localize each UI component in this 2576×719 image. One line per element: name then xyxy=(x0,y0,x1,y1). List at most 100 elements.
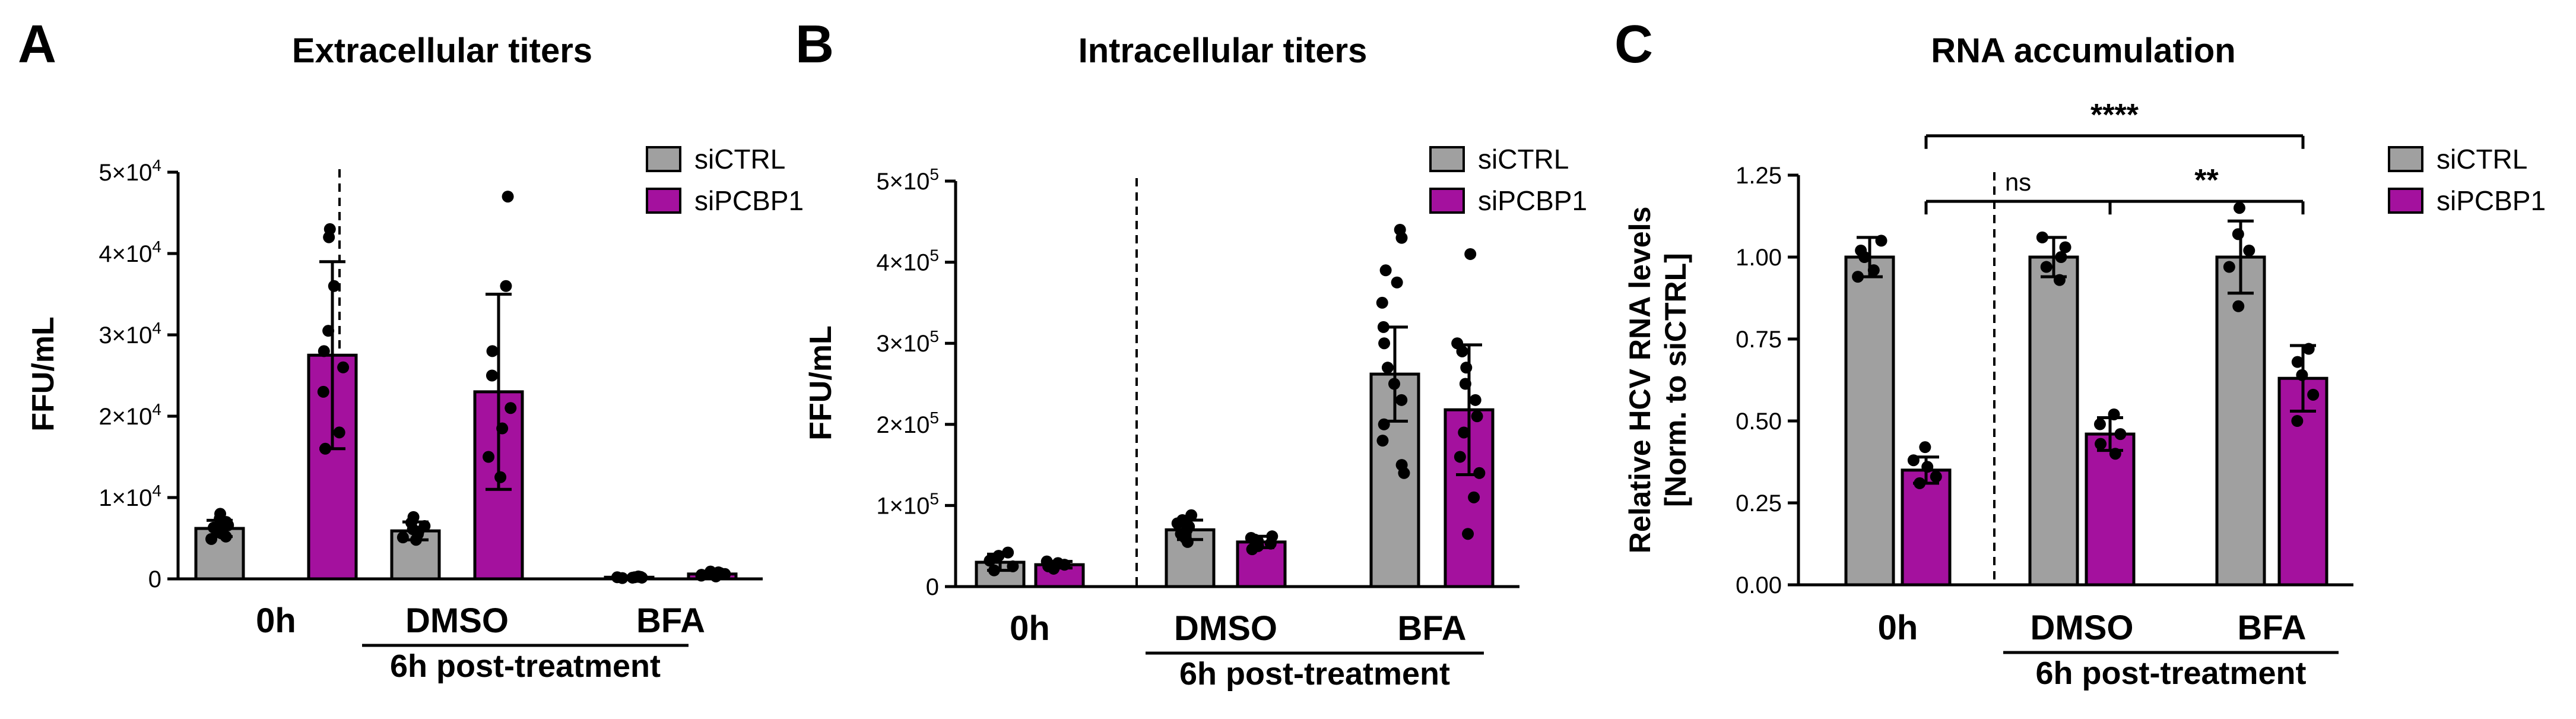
data-point xyxy=(1855,244,1867,256)
data-point xyxy=(719,568,731,580)
data-point xyxy=(2307,388,2320,401)
data-point xyxy=(705,565,717,578)
data-point xyxy=(214,508,227,520)
y-axis-label: Relative HCV RNA levels xyxy=(1623,207,1657,554)
chart-title: RNA accumulation xyxy=(1931,31,2235,70)
data-point xyxy=(1395,459,1408,471)
data-point xyxy=(1245,532,1257,544)
data-point xyxy=(2296,369,2308,381)
data-point xyxy=(2291,356,2304,368)
category-label: DMSO xyxy=(2031,609,2134,647)
panel-letter: A xyxy=(18,15,56,74)
data-point xyxy=(635,571,647,583)
y-axis-label: FFU/mL xyxy=(804,325,838,441)
significance-label: ** xyxy=(2194,163,2219,198)
data-point xyxy=(1394,223,1406,236)
category-label: BFA xyxy=(1398,609,1467,648)
panel-letter: C xyxy=(1614,15,1653,74)
category-label: DMSO xyxy=(1174,609,1277,648)
data-point xyxy=(2093,418,2106,430)
y-tick-label: 1×105 xyxy=(876,489,939,519)
data-point xyxy=(2109,448,2121,460)
data-point xyxy=(2055,251,2067,263)
y-tick-label: 0 xyxy=(926,574,939,600)
panel-a: A Extracellular titers FFU/mL 0 1×104 2×104 3×… xyxy=(18,15,804,684)
data-point xyxy=(611,571,623,584)
data-point xyxy=(1378,418,1390,430)
data-point xyxy=(1176,514,1189,526)
data-point xyxy=(2223,261,2235,273)
data-point xyxy=(502,191,514,203)
data-point xyxy=(505,402,517,414)
y-tick-label: 1.25 xyxy=(1736,163,1782,189)
data-point xyxy=(323,223,336,235)
data-point xyxy=(1907,454,1920,467)
group-label: 6h post-treatment xyxy=(2035,655,2306,691)
legend-label: siCTRL xyxy=(1478,144,1569,175)
legend-swatch-sipcbp1 xyxy=(1429,188,1465,214)
chart-title: Intracellular titers xyxy=(1078,31,1368,70)
y-tick-label: 2×105 xyxy=(876,408,939,438)
bar-sictrl xyxy=(2028,255,2079,587)
data-point xyxy=(1454,451,1466,463)
data-point xyxy=(2059,241,2071,254)
data-point xyxy=(1464,248,1477,260)
legend-label: siPCBP1 xyxy=(1478,185,1587,216)
data-point xyxy=(1921,461,1934,473)
group-label: 6h post-treatment xyxy=(390,648,661,684)
legend-label: siPCBP1 xyxy=(694,185,804,216)
data-point xyxy=(337,361,350,373)
y-tick-label: 0 xyxy=(148,566,161,593)
chart-title: Extracellular titers xyxy=(292,31,592,70)
legend-swatch-sictrl xyxy=(646,146,681,172)
y-tick-label: 0.25 xyxy=(1736,490,1782,517)
y-tick-label: 2×104 xyxy=(99,400,161,430)
data-point xyxy=(1388,378,1400,390)
y-axis-label: FFU/mL xyxy=(26,316,61,432)
data-point xyxy=(328,280,340,292)
data-point xyxy=(1471,410,1483,423)
data-point xyxy=(494,471,507,483)
y-tick-label: 0.75 xyxy=(1736,327,1782,353)
data-point xyxy=(1914,477,1926,489)
data-point xyxy=(1867,264,1880,277)
panel-b: B Intracellular titers FFU/mL 0 1×105 2×105 3×… xyxy=(795,15,1587,692)
legend-swatch-sipcbp1 xyxy=(646,188,681,214)
data-point xyxy=(2233,202,2245,214)
bar-sipcbp1 xyxy=(1901,468,1952,587)
data-point xyxy=(205,533,218,545)
data-point xyxy=(1468,491,1480,503)
significance-label: ns xyxy=(2005,168,2031,196)
y-tick-label: 4×104 xyxy=(99,237,161,267)
category-label: DMSO xyxy=(405,601,509,640)
category-label: 0h xyxy=(1878,609,1918,647)
data-point xyxy=(2053,274,2066,286)
panel-c: C RNA accumulation Relative HCV RNA levels… xyxy=(1614,15,2546,691)
data-point xyxy=(317,385,329,398)
data-point xyxy=(1919,441,1931,454)
y-tick-label: 5×105 xyxy=(876,165,939,195)
data-point xyxy=(1460,362,1473,374)
legend-label: siPCBP1 xyxy=(2437,185,2546,216)
data-point xyxy=(1007,560,1019,572)
data-point xyxy=(695,569,708,581)
y-tick-label: 1.00 xyxy=(1736,245,1782,271)
data-point xyxy=(1462,528,1474,540)
data-point xyxy=(483,451,495,463)
data-point xyxy=(396,531,409,544)
y-tick-label: 5×104 xyxy=(99,156,161,186)
data-point xyxy=(486,369,498,382)
data-point xyxy=(1469,394,1481,406)
panel-letter: B xyxy=(795,15,834,74)
data-point xyxy=(1852,271,1864,283)
data-point xyxy=(1451,337,1464,350)
data-point xyxy=(1391,276,1403,289)
data-point xyxy=(1266,530,1279,543)
data-point xyxy=(319,442,332,455)
data-point xyxy=(1930,470,1942,483)
category-label: 0h xyxy=(1010,609,1050,648)
data-point xyxy=(984,555,996,567)
y-tick-label: 0.50 xyxy=(1736,408,1782,435)
data-point xyxy=(2291,415,2304,427)
data-point xyxy=(333,426,345,439)
